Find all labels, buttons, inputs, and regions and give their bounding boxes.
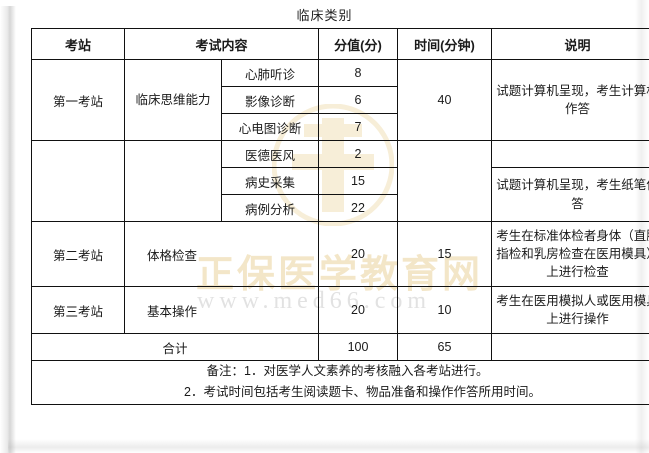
cell-score: 6 <box>318 86 398 114</box>
page-shadow-left <box>0 6 16 453</box>
cell-score: 2 <box>318 140 398 168</box>
cell-time-2: 15 <box>397 221 492 287</box>
cell-ability-3: 基本操作 <box>124 286 319 334</box>
cell-station-3: 第三考站 <box>31 286 125 334</box>
table-notes-row: 备注：1．对医学人文素养的考核融入各考站进行。 2．考试时间包括考生阅读题卡、物… <box>31 360 649 405</box>
table-row: 第一考站 临床思维能力 心肺听诊 8 40 试题计算机呈现，考生计算机作答 <box>31 59 649 141</box>
cell-remark-empty <box>491 140 649 168</box>
table-row: 第二考站 体格检查 20 15 考生在标准体检者身体（直肠指检和乳房检查在医用模… <box>31 221 649 287</box>
cell-time-empty <box>397 140 492 222</box>
cell-score: 7 <box>318 113 398 141</box>
note-line-1: 备注：1．对医学人文素养的考核融入各考站进行。 <box>206 364 489 378</box>
cell-item: 病例分析 <box>221 194 319 222</box>
cell-item: 心肺听诊 <box>221 59 319 87</box>
table-notes: 备注：1．对医学人文素养的考核融入各考站进行。 2．考试时间包括考生阅读题卡、物… <box>31 360 649 405</box>
cell-total-time: 65 <box>397 333 492 361</box>
cell-remark-3: 考生在标准体检者身体（直肠指检和乳房检查在医用模具）上进行检查 <box>491 221 649 287</box>
cell-station-empty <box>31 140 125 222</box>
cell-ability-2: 体格检查 <box>124 221 319 287</box>
header-time: 时间(分钟) <box>397 28 492 60</box>
cell-score: 20 <box>318 286 398 334</box>
cell-ability-empty <box>124 140 222 222</box>
cell-score: 22 <box>318 194 398 222</box>
cell-total-remark <box>491 333 649 361</box>
cell-score: 20 <box>318 221 398 287</box>
note-line-2: 2．考试时间包括考生阅读题卡、物品准备和操作作答所用时间。 <box>184 385 541 400</box>
cell-remark-4: 考生在医用模拟人或医用模具上进行操作 <box>491 286 649 334</box>
cell-total-label: 合计 <box>31 333 319 361</box>
cell-remark-1: 试题计算机呈现，考生计算机作答 <box>491 59 649 141</box>
table-row: 医德医风 2 <box>31 140 649 222</box>
cell-total-score: 100 <box>318 333 398 361</box>
page-shadow-bottom <box>8 439 649 453</box>
header-station: 考站 <box>31 28 125 60</box>
cell-item: 病史采集 <box>221 167 319 195</box>
cell-station-1: 第一考站 <box>31 59 125 141</box>
exam-structure-table: 考站 考试内容 分值(分) 时间(分钟) 说明 第一考站 临床思维能力 心肺听诊… <box>31 28 649 405</box>
cell-item: 医德医风 <box>221 140 319 168</box>
cell-time-3: 10 <box>397 286 492 334</box>
header-score: 分值(分) <box>318 28 398 60</box>
table-row: 第三考站 基本操作 20 10 考生在医用模拟人或医用模具上进行操作 <box>31 286 649 334</box>
cell-station-2: 第二考站 <box>31 221 125 287</box>
header-content: 考试内容 <box>124 28 319 60</box>
cell-item: 心电图诊断 <box>221 113 319 141</box>
cell-remark-2: 试题计算机呈现，考生纸笔作答 <box>491 167 649 222</box>
cell-score: 15 <box>318 167 398 195</box>
table-total-row: 合计 100 65 <box>31 333 649 361</box>
cell-score: 8 <box>318 59 398 87</box>
cell-ability-1: 临床思维能力 <box>124 59 222 141</box>
table-header-row: 考站 考试内容 分值(分) 时间(分钟) 说明 <box>31 28 649 60</box>
cell-time-1: 40 <box>397 59 492 141</box>
cell-item: 影像诊断 <box>221 86 319 114</box>
page-title: 临床类别 <box>296 8 353 23</box>
header-remark: 说明 <box>491 28 649 60</box>
